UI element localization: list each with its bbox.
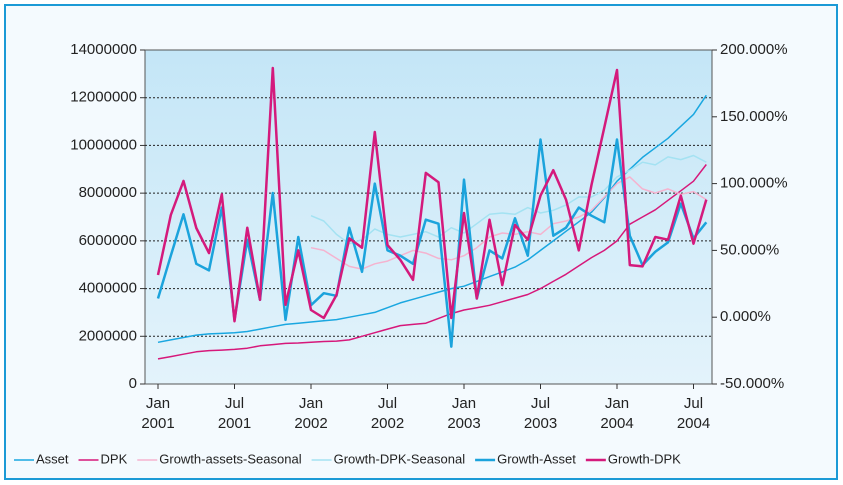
legend: Asset DPK Growth-assets-Seasonal Growth-DPK… bbox=[14, 451, 681, 466]
y-tick-label: 2000000 bbox=[79, 327, 137, 344]
legend-label: Asset bbox=[36, 451, 69, 466]
y-tick-label: 10000000 bbox=[70, 136, 137, 153]
y-tick-label: 12000000 bbox=[70, 89, 137, 106]
legend-label: Growth-DPK bbox=[608, 451, 681, 466]
x-tick-label: Jan 2004 bbox=[600, 395, 633, 432]
x-tick-label: Jul 2001 bbox=[218, 395, 251, 432]
x-tick-label: Jul 2002 bbox=[371, 395, 404, 432]
y2-tick-label: 150.000% bbox=[720, 108, 788, 125]
series-line bbox=[156, 138, 708, 348]
series-line bbox=[310, 154, 707, 245]
series-line bbox=[156, 66, 708, 323]
x-tick-label: Jan 2003 bbox=[447, 395, 480, 432]
legend-label: DPK bbox=[101, 451, 128, 466]
series-line bbox=[157, 164, 707, 360]
x-tick-label: Jan 2001 bbox=[141, 395, 174, 432]
y2-tick-label: 50.000% bbox=[720, 241, 779, 258]
legend-label: Growth-DPK-Seasonal bbox=[334, 451, 466, 466]
y-tick-label: 4000000 bbox=[79, 280, 137, 297]
x-tick-label: Jan 2002 bbox=[294, 395, 327, 432]
legend-label: Growth-Asset bbox=[497, 451, 576, 466]
y-tick-label: 8000000 bbox=[79, 184, 137, 201]
plot-area bbox=[144, 49, 713, 385]
y2-tick-label: 0.000% bbox=[720, 308, 771, 325]
legend-label: Growth-assets-Seasonal bbox=[159, 451, 301, 466]
x-tick-label: Jul 2003 bbox=[524, 395, 557, 432]
series-line bbox=[310, 176, 707, 270]
y2-tick-label: 200.000% bbox=[720, 41, 788, 58]
y-tick-label: 14000000 bbox=[70, 41, 137, 58]
x-tick-label: Jul 2004 bbox=[677, 395, 710, 432]
series-line bbox=[157, 94, 707, 344]
y-tick-label: 0 bbox=[129, 375, 137, 392]
y2-tick-label: 100.000% bbox=[720, 175, 788, 192]
y-tick-label: 6000000 bbox=[79, 232, 137, 249]
y2-tick-label: -50.000% bbox=[720, 375, 784, 392]
